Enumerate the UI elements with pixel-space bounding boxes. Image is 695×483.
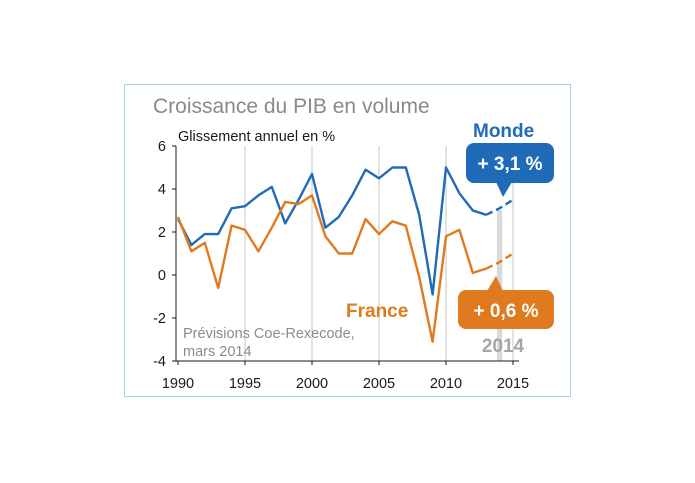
x-tick-label-2010: 2010 — [430, 376, 462, 392]
callout-monde-pointer — [496, 182, 512, 197]
series-label-monde: Monde — [473, 121, 534, 142]
callout-france: + 0,6 % — [458, 276, 554, 329]
x-tick-label-1995: 1995 — [229, 376, 261, 392]
callout-monde-text: + 3,1 % — [478, 154, 543, 175]
source-note-line-1: Prévisions Coe-Rexecode, — [183, 326, 355, 342]
x-tick-label-2005: 2005 — [363, 376, 395, 392]
chart-title: Croissance du PIB en volume — [153, 95, 430, 118]
series-line-france — [176, 194, 487, 343]
x-tick-label-2015: 2015 — [497, 376, 529, 392]
y-tick-labels: 6 4 2 0 -2 -4 — [153, 139, 176, 370]
series-lines — [176, 166, 514, 343]
chart-subtitle: Glissement annuel en % — [178, 129, 335, 145]
callout-monde: + 3,1 % — [466, 143, 554, 197]
x-tick-labels: 1990 1995 2000 2005 2010 2015 — [162, 361, 529, 392]
series-label-france: France — [346, 301, 408, 322]
callout-france-box — [458, 290, 554, 329]
y-tick-label-4: 4 — [158, 182, 166, 198]
callout-france-pointer — [487, 276, 503, 291]
forecast-year-label: 2014 — [482, 336, 525, 357]
y-tick-label-2: 2 — [158, 225, 166, 241]
y-tick-label-6: 6 — [158, 139, 166, 155]
y-tick-label--4: -4 — [153, 354, 166, 370]
x-tick-label-1990: 1990 — [162, 376, 194, 392]
source-note-line-2: mars 2014 — [183, 344, 252, 360]
callout-monde-box — [466, 143, 554, 183]
x-tick-label-2000: 2000 — [296, 376, 328, 392]
series-line-monde — [176, 166, 487, 296]
y-tick-label--2: -2 — [153, 311, 166, 327]
series-forecast-monde — [485, 198, 514, 216]
y-tick-label-0: 0 — [158, 268, 166, 284]
callout-france-text: + 0,6 % — [474, 301, 539, 322]
series-forecast-france — [485, 252, 514, 270]
